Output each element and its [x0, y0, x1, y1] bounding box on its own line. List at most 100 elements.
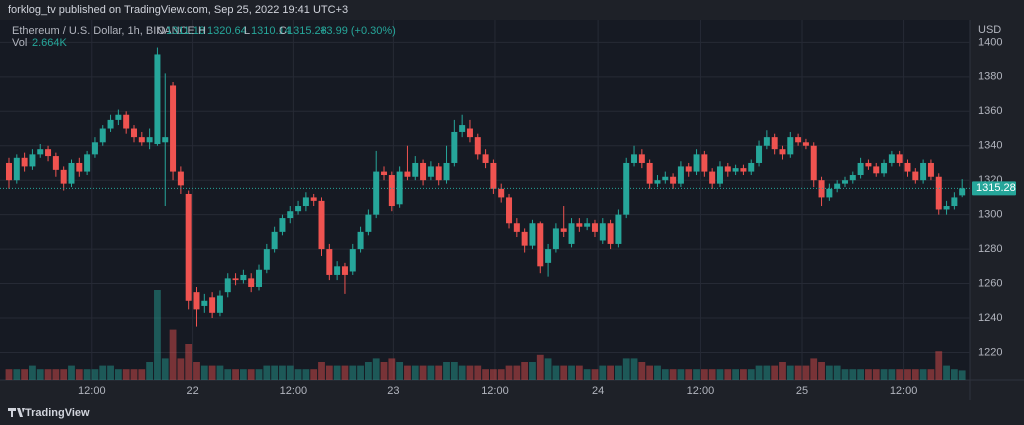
volume-bar — [638, 362, 646, 380]
candle-body — [607, 223, 614, 244]
candle-body — [545, 249, 552, 263]
candle-body — [45, 149, 52, 157]
candle-body — [740, 168, 747, 172]
volume-bar — [185, 344, 193, 380]
candle-body — [756, 145, 763, 163]
volume-bar — [333, 365, 341, 380]
volume-bar — [732, 369, 740, 380]
candle-body — [701, 154, 708, 172]
open-value: 1311.18 — [166, 25, 205, 37]
volume-bar — [755, 365, 763, 380]
candle-body — [482, 154, 489, 163]
candle-body — [130, 128, 137, 138]
candle-body — [365, 214, 372, 232]
candle-body — [506, 197, 513, 224]
candle-body — [154, 54, 161, 145]
candle-body — [76, 162, 83, 172]
candle-body — [615, 214, 622, 244]
candle-body — [576, 223, 583, 227]
volume-bar — [114, 369, 122, 380]
footer-brand: TradingView — [25, 407, 90, 419]
volume-bars — [5, 290, 966, 380]
volume-bar — [935, 351, 943, 380]
volume-bar — [458, 365, 466, 380]
volume-bar — [849, 369, 857, 380]
x-tick-label: 12:00 — [280, 385, 308, 397]
candle-body — [881, 162, 888, 174]
last-price-label: 1315.28 — [976, 182, 1016, 194]
candle-body — [224, 278, 231, 293]
candle-body — [357, 231, 364, 250]
volume-bar — [177, 358, 185, 380]
volume-bar — [560, 365, 568, 380]
currency-label: USD — [978, 24, 1001, 36]
high-value: 1320.64 — [207, 25, 247, 37]
candle-body — [107, 119, 114, 129]
volume-bar — [52, 369, 60, 380]
candle-body — [748, 162, 755, 172]
volume-bar — [505, 365, 513, 380]
candle-body — [560, 228, 567, 232]
volume-bar — [716, 369, 724, 380]
volume-bar — [161, 358, 169, 380]
volume-bar — [654, 365, 661, 380]
volume-bar — [146, 362, 154, 380]
volume-bar — [247, 369, 255, 380]
plot-area — [0, 20, 970, 380]
volume-bar — [950, 369, 958, 380]
candle-body — [287, 211, 294, 219]
volume-bar — [708, 369, 716, 380]
volume-bar — [75, 369, 83, 380]
volume-bar — [200, 365, 208, 380]
candle-body — [209, 297, 216, 313]
candle-body — [584, 223, 591, 227]
volume-bar — [615, 365, 622, 380]
header: forklog_tv published on TradingView.com,… — [8, 4, 348, 16]
volume-bar — [513, 365, 521, 380]
volume-bar — [857, 369, 865, 380]
candle-body — [256, 269, 263, 287]
candle-body — [326, 249, 333, 275]
volume-bar — [404, 365, 411, 380]
volume-bar — [677, 369, 685, 380]
candle-body — [170, 85, 177, 172]
candle-body — [443, 162, 450, 181]
candle-body — [959, 188, 966, 196]
volume-bar — [466, 365, 474, 380]
volume-bar — [310, 369, 318, 380]
volume-bar — [396, 362, 404, 380]
candle-body — [29, 154, 36, 167]
volume-bar — [669, 369, 677, 380]
candle-body — [123, 114, 130, 129]
volume-bar — [927, 369, 935, 380]
logo-icon — [8, 408, 25, 417]
volume-bar — [904, 369, 911, 380]
volume-bar — [419, 365, 427, 380]
candle-body — [349, 249, 356, 272]
candle-body — [263, 249, 270, 270]
volume-bar — [474, 365, 482, 380]
candle-body — [232, 278, 239, 281]
candle-body — [5, 162, 12, 181]
candle-body — [521, 231, 528, 246]
volume-bar — [888, 369, 896, 380]
candle-body — [146, 137, 153, 143]
candle-body — [427, 166, 434, 177]
candle-body — [591, 223, 598, 232]
legend: Ethereum / U.S. Dollar, 1h, BINANCE O 13… — [12, 25, 396, 49]
y-tick-label: 1260 — [978, 277, 1002, 289]
volume-bar — [958, 370, 966, 380]
y-tick-label: 1300 — [978, 209, 1002, 221]
candle-body — [373, 171, 380, 215]
candle-body — [459, 125, 466, 132]
candle-body — [654, 180, 661, 184]
candle-body — [537, 223, 544, 267]
volume-bar — [380, 362, 388, 380]
volume-bar — [622, 358, 630, 380]
x-tick-label: 24 — [592, 385, 604, 397]
candle-body — [599, 223, 606, 241]
candle-body — [826, 188, 833, 198]
candle-body — [802, 142, 809, 146]
candle-body — [162, 137, 169, 143]
